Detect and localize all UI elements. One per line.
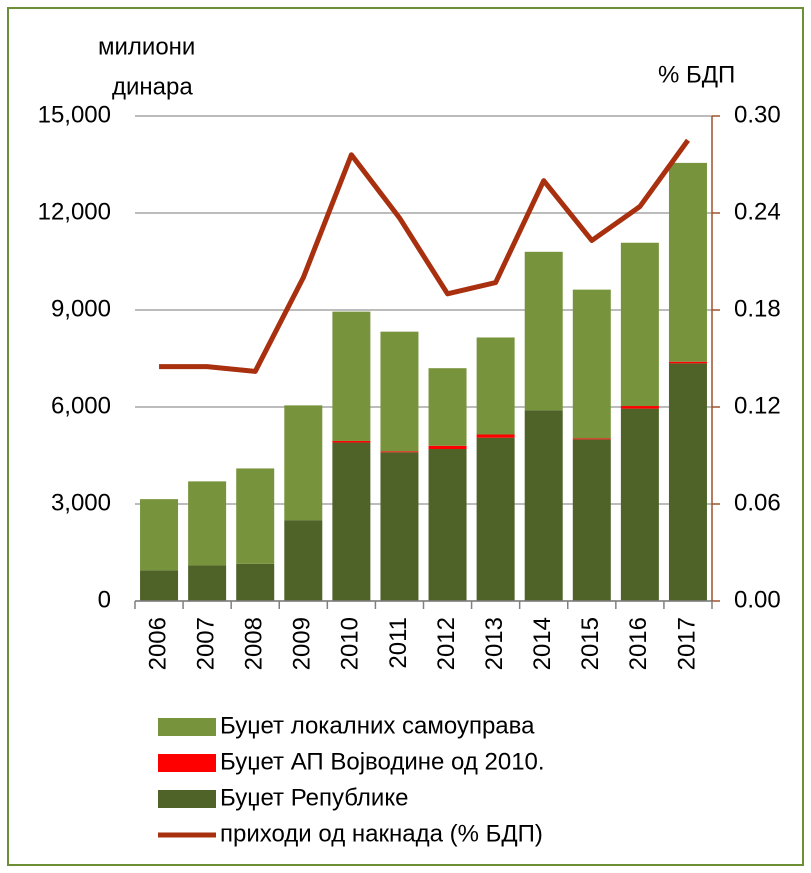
bar (188, 565, 227, 601)
legend-label: Буџет локалних самоуправа (220, 712, 535, 739)
bar (284, 520, 323, 601)
bar (140, 499, 179, 571)
bar (476, 337, 515, 435)
bar (476, 437, 515, 601)
bar (332, 442, 371, 601)
bar (668, 363, 707, 601)
bar (620, 242, 659, 407)
line-series (159, 138, 690, 374)
bar (572, 438, 611, 440)
x-tick-label: 2007 (192, 617, 219, 670)
bar (380, 331, 419, 452)
y2-tick-label: 0.12 (734, 392, 781, 419)
bar (236, 468, 275, 564)
legend-label: Буџет АП Војводине од 2010. (220, 748, 545, 775)
x-tick-label: 2016 (625, 617, 652, 670)
bar (668, 361, 707, 364)
x-tick-label: 2015 (577, 617, 604, 670)
y-axis-label: милиони (98, 33, 195, 60)
bar (572, 439, 611, 601)
bar (188, 481, 227, 566)
bar (332, 311, 371, 441)
bar (620, 408, 659, 601)
x-tick-label: 2009 (289, 617, 316, 670)
bar (428, 368, 467, 446)
y-tick-label: 9,000 (51, 295, 111, 322)
bar (524, 410, 563, 601)
bar (380, 451, 419, 453)
x-tick-label: 2011 (385, 617, 412, 669)
x-tick-label: 2012 (433, 617, 460, 670)
bar (668, 162, 707, 362)
y2-axis-label: % БДП (658, 61, 735, 88)
x-tick-label: 2014 (529, 617, 556, 670)
bar (428, 449, 467, 601)
y2-tick-label: 0.24 (734, 198, 781, 225)
legend-label: Буџет Републике (220, 784, 408, 811)
y-tick-label: 3,000 (51, 489, 111, 516)
bar (620, 406, 659, 409)
legend-swatch (158, 754, 216, 772)
bar (236, 563, 275, 601)
bar (476, 434, 515, 438)
y-tick-label: 6,000 (51, 392, 111, 419)
bar (140, 570, 179, 601)
x-tick-label: 2017 (673, 617, 700, 670)
x-tick-label: 2008 (241, 617, 268, 670)
y2-tick-label: 0.18 (734, 295, 781, 322)
y2-tick-label: 0.30 (734, 101, 781, 128)
y2-tick-label: 0.06 (734, 489, 781, 516)
y-tick-label: 0 (98, 586, 111, 613)
bar (332, 440, 371, 443)
y-tick-label: 15,000 (38, 101, 111, 128)
x-tick-label: 2013 (481, 617, 508, 670)
bar (524, 251, 563, 411)
y-axis-label: динара (112, 73, 193, 100)
legend-label: приходи од накнада (% БДП) (220, 820, 543, 847)
bar (284, 405, 323, 521)
legend-swatch (158, 790, 216, 808)
x-tick-label: 2006 (144, 617, 171, 670)
y2-tick-label: 0.00 (734, 586, 781, 613)
bar (380, 452, 419, 601)
x-tick-label: 2010 (337, 617, 364, 670)
legend-swatch (158, 718, 216, 736)
y-tick-label: 12,000 (38, 198, 111, 225)
bar (572, 289, 611, 439)
bar (428, 445, 467, 450)
